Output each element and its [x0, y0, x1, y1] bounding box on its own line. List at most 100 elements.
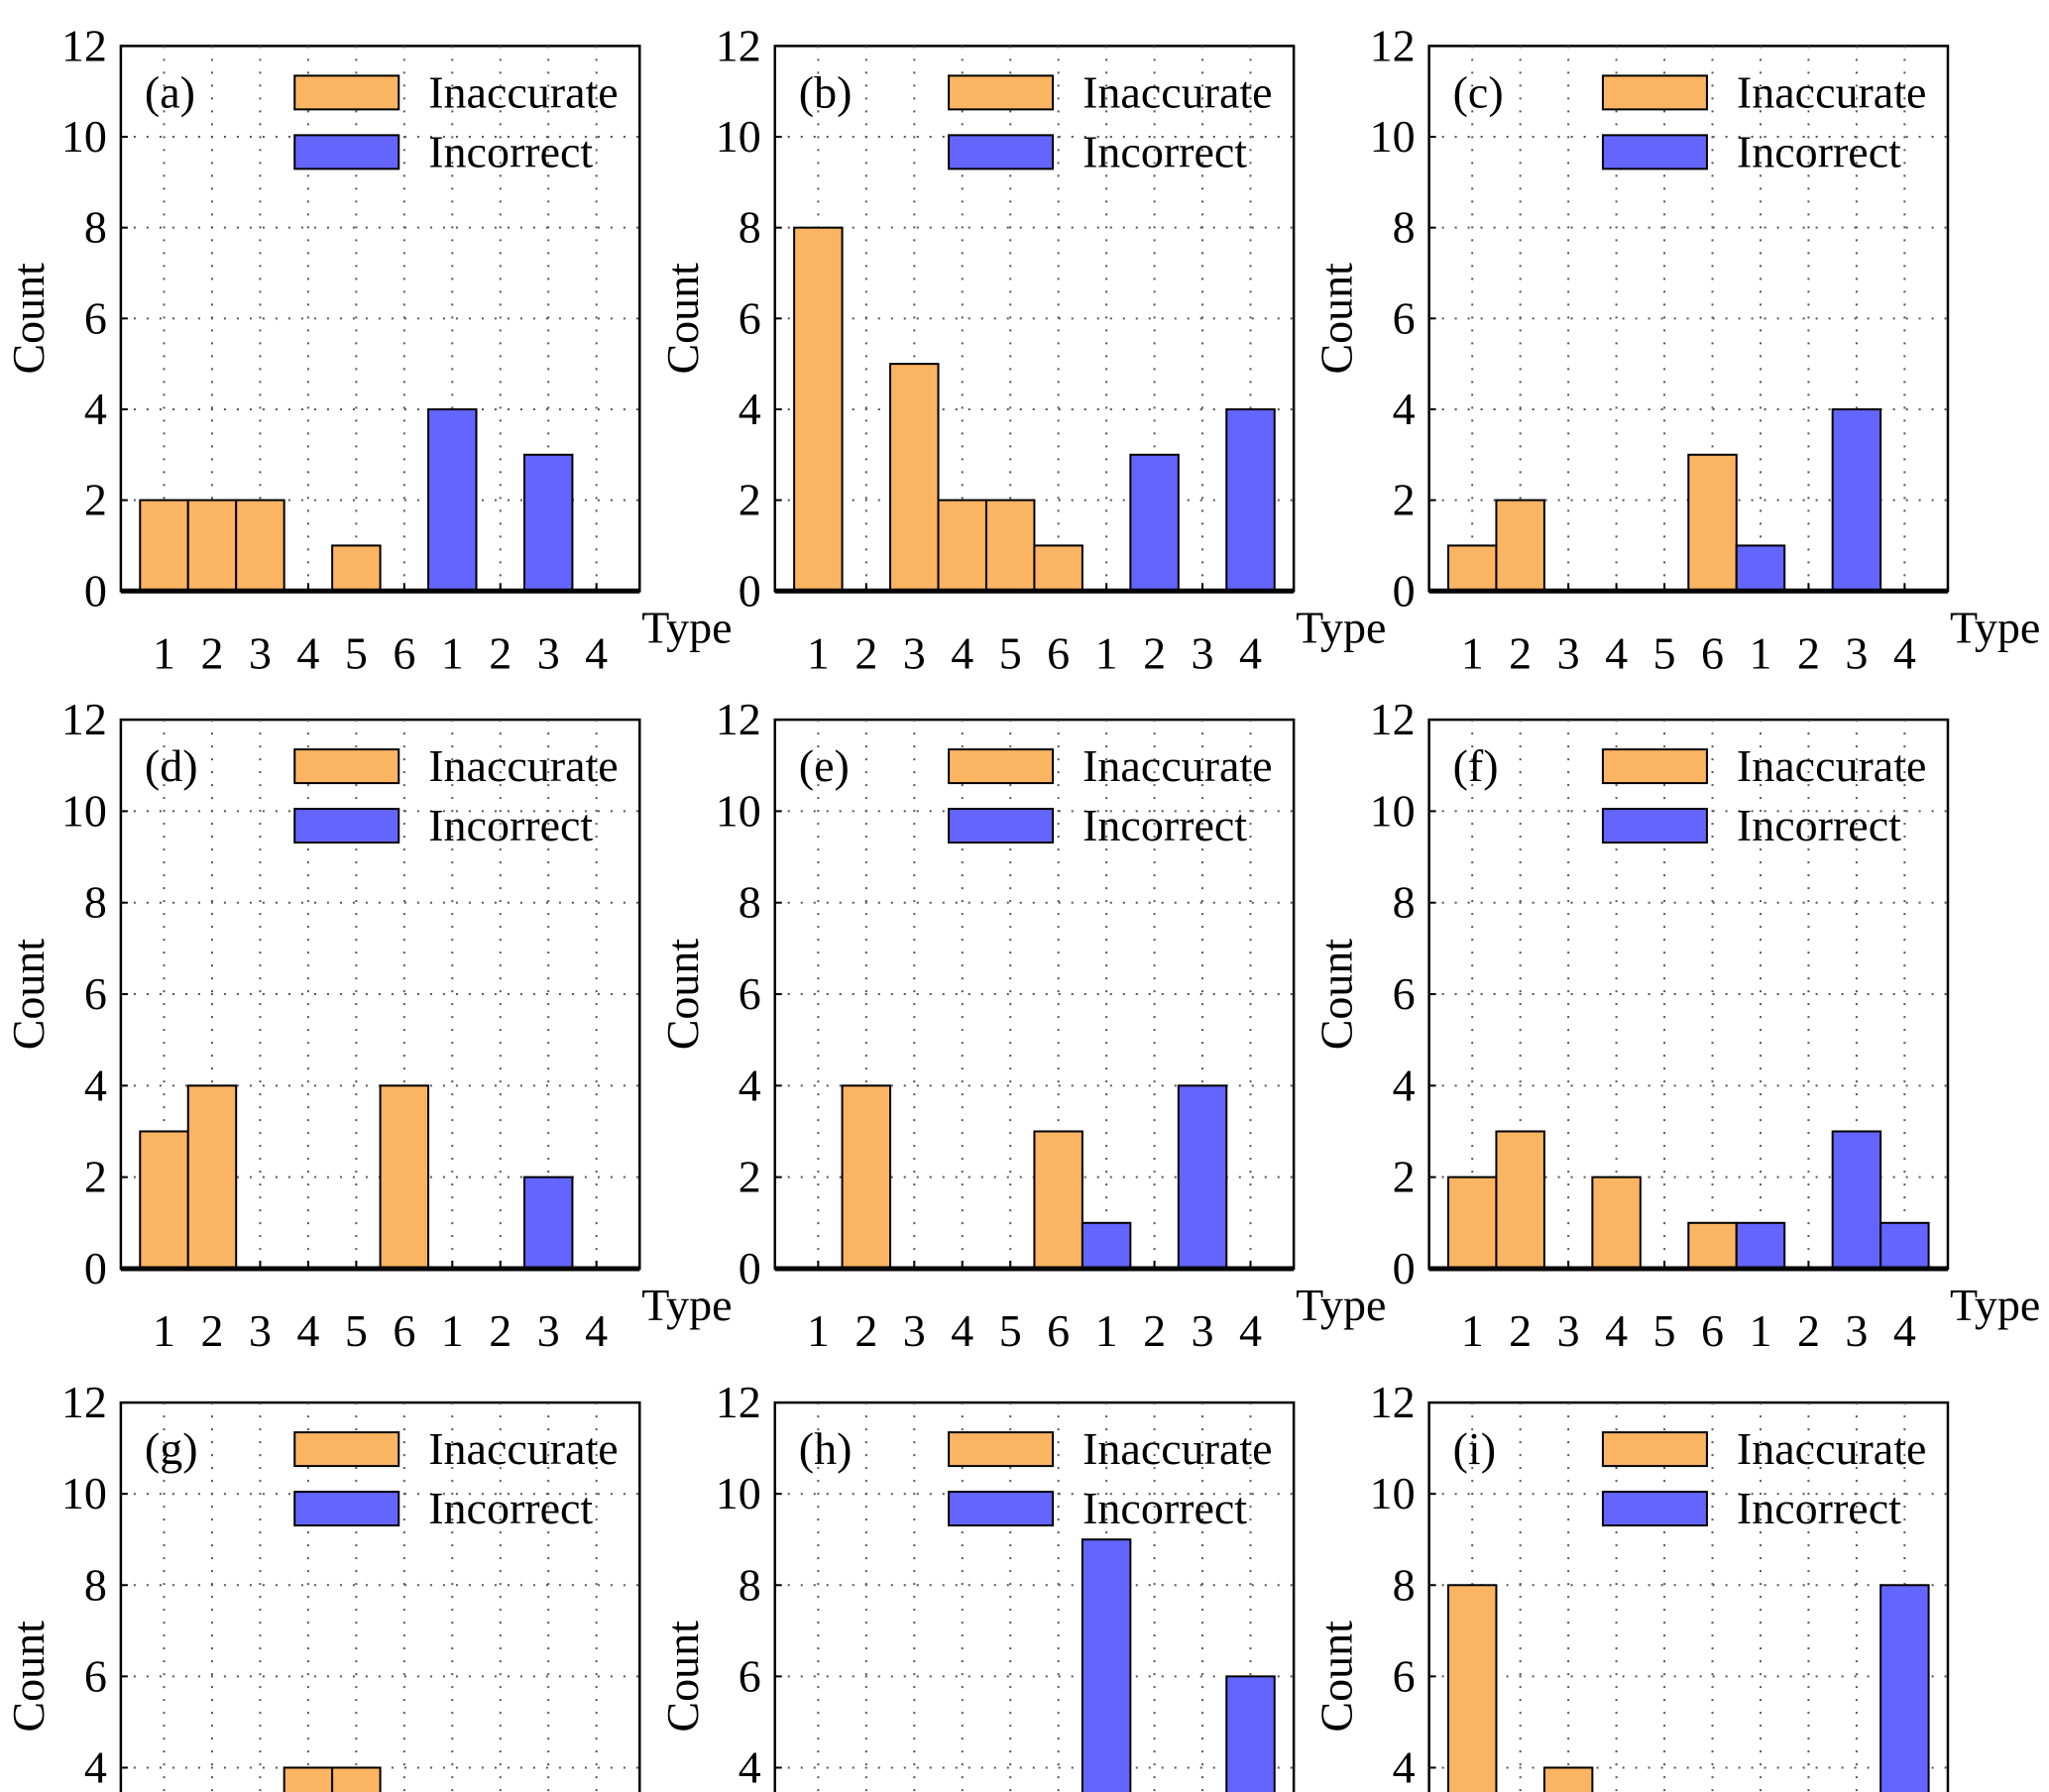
x-tick-label: 1 [807, 627, 830, 678]
y-axis-label: Count [1311, 1621, 1362, 1733]
legend-swatch [948, 74, 1055, 111]
bar [139, 499, 189, 593]
y-tick-label: 0 [739, 565, 761, 616]
y-axis-label: Count [3, 1621, 54, 1733]
x-tick-label: 4 [296, 627, 319, 678]
y-tick-label: 10 [1370, 785, 1416, 836]
x-tick-label: 5 [345, 1305, 368, 1356]
x-tick-label: 5 [345, 627, 368, 678]
x-tick-label: 4 [1893, 1305, 1916, 1356]
legend-swatch [1601, 1431, 1708, 1468]
legend-label: Inaccurate [1737, 1423, 1927, 1474]
legend-label: Inaccurate [1737, 66, 1927, 117]
legend-label: Inaccurate [1737, 740, 1927, 791]
y-tick-label: 6 [84, 1650, 107, 1701]
x-tick-label: 3 [903, 1305, 926, 1356]
legend-swatch [293, 808, 400, 844]
y-tick-label: 4 [739, 1060, 761, 1110]
y-tick-label: 12 [1370, 1377, 1416, 1427]
bar [186, 1084, 238, 1270]
y-tick-label: 2 [84, 475, 107, 525]
x-tick-label: 1 [1749, 627, 1771, 678]
bar [1831, 407, 1882, 593]
x-tick-label: 2 [854, 1305, 877, 1356]
y-tick-label: 2 [1393, 475, 1416, 525]
legend-swatch [293, 748, 400, 785]
bar [1735, 1221, 1786, 1270]
bar [889, 363, 940, 593]
y-tick-label: 2 [1393, 1152, 1416, 1202]
y-tick-label: 8 [84, 202, 107, 253]
bar [793, 226, 844, 593]
y-tick-label: 10 [61, 785, 107, 836]
legend-label: Incorrect [428, 800, 593, 850]
panel-label: (d) [145, 740, 198, 791]
x-tick-label: 2 [489, 627, 512, 678]
x-tick-label: 4 [1239, 1305, 1262, 1356]
x-tick-label: 6 [1047, 627, 1070, 678]
panel-label: (g) [145, 1423, 198, 1474]
x-tick-label: 1 [1095, 627, 1118, 678]
y-tick-label: 0 [1393, 1243, 1416, 1293]
plot-frame [773, 1400, 1296, 1792]
y-axis-label: Count [1311, 263, 1362, 375]
legend-swatch [1601, 134, 1708, 170]
bar [331, 544, 382, 593]
y-tick-label: 12 [61, 694, 107, 744]
y-axis-label: Count [3, 939, 54, 1051]
y-tick-label: 4 [1393, 384, 1416, 434]
y-axis-label: Count [657, 263, 708, 375]
x-tick-label: 6 [1701, 627, 1724, 678]
bar [1687, 453, 1738, 593]
y-tick-label: 12 [716, 20, 761, 70]
x-axis-label: Type [641, 602, 732, 652]
y-tick-label: 0 [84, 565, 107, 616]
x-tick-label: 2 [1797, 1305, 1820, 1356]
x-tick-label: 2 [1797, 627, 1820, 678]
x-tick-label: 3 [537, 1305, 560, 1356]
y-tick-label: 10 [716, 1468, 761, 1518]
y-tick-label: 12 [61, 1377, 107, 1427]
y-tick-label: 6 [739, 1650, 761, 1701]
bar [1591, 1176, 1642, 1270]
x-tick-label: 2 [200, 627, 223, 678]
x-tick-label: 3 [1845, 1305, 1868, 1356]
legend-label: Incorrect [428, 1483, 593, 1533]
x-tick-label: 5 [999, 627, 1022, 678]
legend-label: Incorrect [1737, 126, 1901, 176]
y-tick-label: 6 [84, 292, 107, 343]
x-tick-label: 3 [537, 627, 560, 678]
y-axis-label: Count [1311, 939, 1362, 1051]
bar [1495, 499, 1545, 593]
bar [1831, 1130, 1882, 1270]
x-tick-label: 2 [489, 1305, 512, 1356]
panel-label: (h) [799, 1423, 853, 1474]
plot-frame [119, 1400, 641, 1792]
bar [1033, 544, 1083, 593]
y-tick-label: 8 [739, 877, 761, 928]
y-tick-label: 2 [739, 1152, 761, 1202]
y-tick-label: 8 [1393, 877, 1416, 928]
bar [937, 499, 987, 593]
bar [1446, 544, 1498, 593]
bar [1879, 1584, 1930, 1792]
panel-label: (f) [1453, 740, 1499, 791]
legend-swatch [1601, 808, 1708, 844]
bar [841, 1084, 892, 1270]
panel-label: (c) [1453, 66, 1504, 117]
legend-label: Incorrect [1082, 800, 1247, 850]
y-tick-label: 4 [1393, 1060, 1416, 1110]
x-tick-label: 4 [1605, 1305, 1628, 1356]
bar [1225, 407, 1276, 593]
x-tick-label: 4 [585, 1305, 608, 1356]
legend-label: Inaccurate [1082, 1423, 1273, 1474]
x-tick-label: 1 [441, 1305, 464, 1356]
x-tick-label: 4 [1893, 627, 1916, 678]
x-tick-label: 1 [1095, 1305, 1118, 1356]
x-tick-label: 6 [1701, 1305, 1724, 1356]
panel-g: 0246810121234561234(g)InaccurateIncorrec… [3, 1377, 641, 1792]
legend-label: Inaccurate [428, 1423, 619, 1474]
x-tick-label: 2 [200, 1305, 223, 1356]
